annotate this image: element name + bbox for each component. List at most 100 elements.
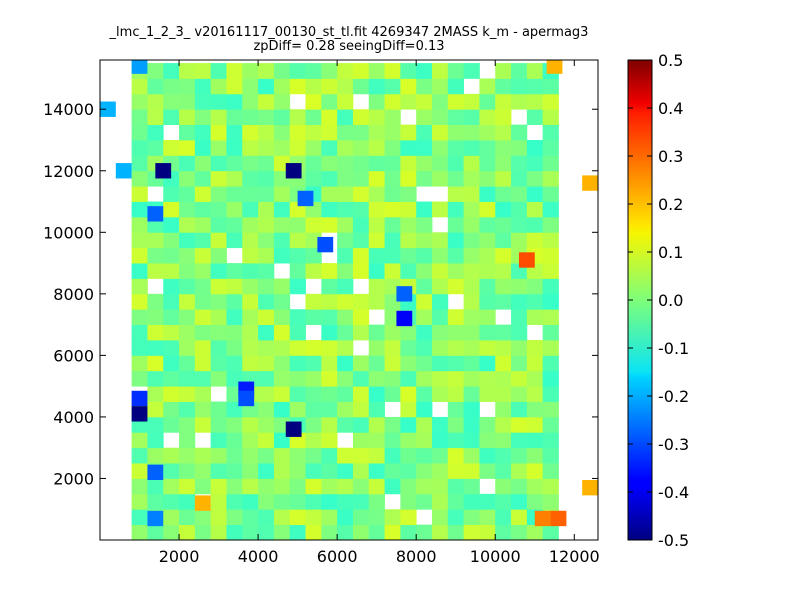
heatmap-cell: [147, 493, 164, 510]
heatmap-cell: [432, 170, 449, 187]
heatmap-cell: [210, 493, 227, 510]
heatmap-cell: [305, 416, 322, 433]
heatmap-cell: [226, 447, 243, 464]
heatmap-cell: [289, 355, 306, 372]
heatmap-cell: [321, 432, 338, 449]
heatmap-cell: [194, 324, 212, 341]
heatmap-cell: [447, 463, 465, 479]
heatmap-cell: [179, 432, 196, 449]
heatmap-cell: [400, 247, 417, 264]
heatmap-cell: [368, 170, 385, 187]
heatmap-cell: [321, 293, 338, 310]
heatmap-cell: [495, 263, 512, 279]
heatmap-cell: [258, 401, 275, 418]
heatmap-cell: [147, 263, 164, 279]
heatmap-cell: [210, 186, 227, 202]
colorbar-tick-label: -0.4: [658, 483, 689, 502]
heatmap-cell: [495, 247, 512, 264]
heatmap-cell: [416, 416, 433, 433]
heatmap-cell: [273, 324, 291, 341]
heatmap-cell: [432, 524, 449, 540]
heatmap-cell: [416, 401, 433, 418]
heatmap-cell: [463, 324, 480, 341]
heatmap-cell: [384, 201, 401, 218]
heatmap-cell: [131, 447, 148, 464]
heatmap-cell: [305, 309, 322, 326]
heatmap-cell: [337, 93, 354, 110]
heatmap-cell: [242, 155, 259, 172]
y-tick-label: 6000: [53, 346, 94, 365]
heatmap-cell: [210, 263, 227, 279]
heatmap-cell: [400, 370, 417, 387]
heatmap-cell: [179, 63, 196, 79]
heatmap-cell: [400, 524, 417, 540]
heatmap-cell: [352, 324, 370, 341]
heatmap-cell: [258, 324, 275, 341]
heatmap-cell-highlight: [115, 163, 132, 179]
heatmap-cell: [495, 201, 512, 218]
heatmap-cell: [194, 524, 212, 540]
heatmap-cell: [226, 293, 243, 310]
heatmap-cell: [526, 386, 544, 402]
heatmap-cell: [337, 401, 354, 418]
heatmap-cell: [400, 216, 417, 233]
heatmap-cell: [289, 524, 306, 540]
heatmap-cell: [432, 478, 449, 495]
heatmap-cell: [194, 478, 212, 495]
heatmap-cell-highlight: [238, 390, 255, 407]
heatmap-cell: [179, 293, 196, 310]
heatmap-cell: [447, 124, 465, 141]
heatmap-cell: [400, 340, 417, 356]
heatmap-cell: [400, 124, 417, 141]
heatmap-cell: [210, 509, 227, 526]
heatmap-cell: [337, 324, 354, 341]
heatmap-cell: [273, 247, 291, 264]
heatmap-cell: [321, 401, 338, 418]
heatmap-cell: [242, 524, 259, 540]
heatmap-cell: [416, 463, 433, 479]
heatmap-cell: [273, 463, 291, 479]
heatmap-cell: [210, 401, 227, 418]
heatmap-cell-highlight: [285, 163, 302, 179]
heatmap-cell: [273, 78, 291, 95]
heatmap-cell: [432, 232, 449, 249]
heatmap-cell: [321, 109, 338, 126]
heatmap-cell: [352, 140, 370, 156]
heatmap-cell: [432, 340, 449, 356]
heatmap-cell: [147, 355, 164, 372]
heatmap-cell: [495, 355, 512, 372]
heatmap-cell: [400, 447, 417, 464]
heatmap-cell: [526, 370, 544, 387]
heatmap-cell: [242, 140, 259, 156]
heatmap-cell: [273, 278, 291, 295]
heatmap-cell: [400, 155, 417, 172]
heatmap-cell: [432, 155, 449, 172]
heatmap-cell: [384, 232, 401, 249]
heatmap-cell: [447, 201, 465, 218]
heatmap-cell: [131, 124, 148, 141]
heatmap-cell: [511, 463, 528, 479]
heatmap-cell: [305, 524, 322, 540]
heatmap-cell: [194, 216, 212, 233]
heatmap-cell: [226, 155, 243, 172]
heatmap-cell: [210, 140, 227, 156]
heatmap-cell: [432, 432, 449, 449]
heatmap-cell: [400, 386, 417, 402]
heatmap-cell: [147, 478, 164, 495]
title-line-1: _lmc_1_2_3_ v20161117_00130_st_tl.fit 42…: [109, 25, 589, 40]
heatmap-cell: [179, 463, 196, 479]
heatmap-cell: [273, 216, 291, 233]
heatmap-cell: [526, 416, 544, 433]
heatmap-cell: [368, 524, 385, 540]
heatmap-cell-highlight: [147, 464, 164, 480]
heatmap-cell: [463, 140, 480, 156]
heatmap-cell: [384, 386, 401, 402]
heatmap-cell: [495, 324, 512, 341]
heatmap-cell: [542, 170, 559, 187]
heatmap-cell: [258, 309, 275, 326]
heatmap-cell: [321, 355, 338, 372]
heatmap-cell: [210, 478, 227, 495]
heatmap-cell: [416, 278, 433, 295]
heatmap-cell: [479, 386, 496, 402]
